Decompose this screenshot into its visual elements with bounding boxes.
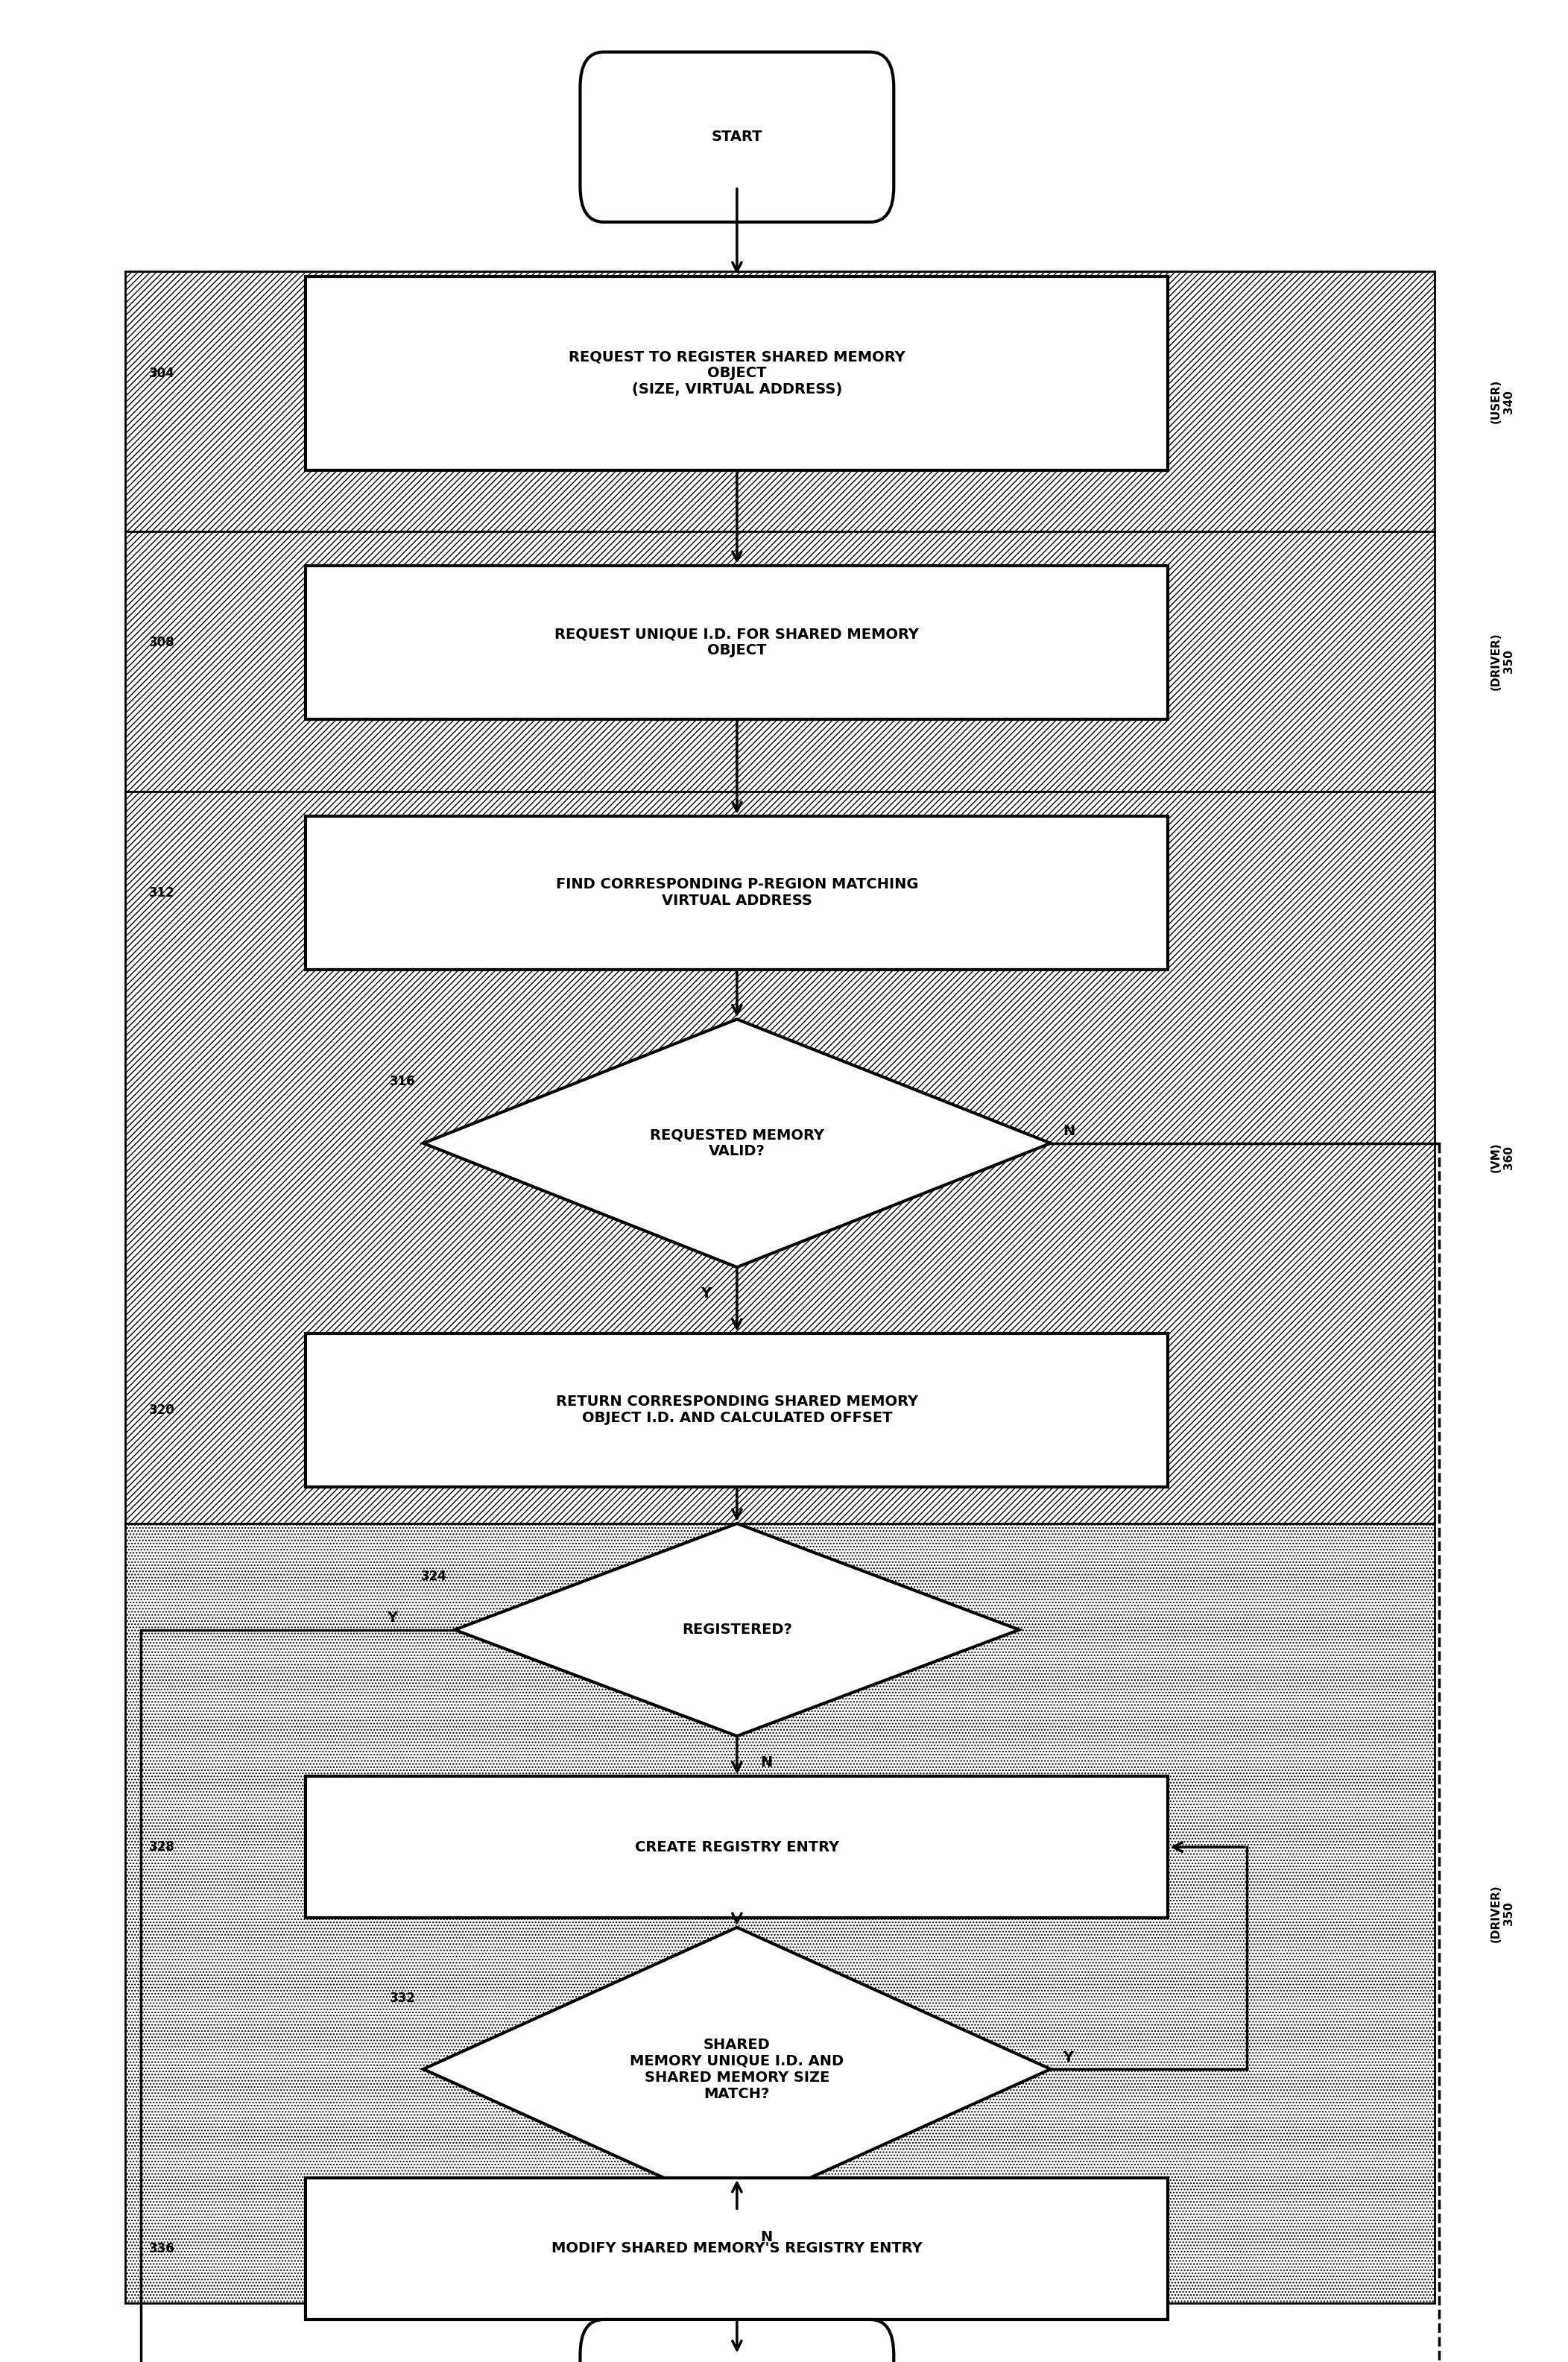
Text: N: N bbox=[760, 1755, 773, 1769]
Bar bbox=[125, 531, 1435, 791]
Text: 312: 312 bbox=[149, 886, 176, 900]
Text: FIND CORRESPONDING P-REGION MATCHING
VIRTUAL ADDRESS: FIND CORRESPONDING P-REGION MATCHING VIR… bbox=[555, 879, 919, 907]
Text: REQUEST UNIQUE I.D. FOR SHARED MEMORY
OBJECT: REQUEST UNIQUE I.D. FOR SHARED MEMORY OB… bbox=[555, 628, 919, 657]
Text: 328: 328 bbox=[149, 1840, 176, 1854]
Text: 320: 320 bbox=[149, 1403, 176, 1417]
Polygon shape bbox=[423, 1927, 1051, 2211]
Bar bbox=[125, 791, 1435, 1523]
Text: Y: Y bbox=[701, 1285, 710, 1299]
FancyBboxPatch shape bbox=[580, 52, 894, 222]
Text: N: N bbox=[1063, 1124, 1076, 1138]
Text: REQUEST TO REGISTER SHARED MEMORY
OBJECT
(SIZE, VIRTUAL ADDRESS): REQUEST TO REGISTER SHARED MEMORY OBJECT… bbox=[569, 350, 905, 397]
Text: 332: 332 bbox=[389, 1991, 416, 2005]
Text: 336: 336 bbox=[149, 2242, 176, 2256]
Polygon shape bbox=[423, 1018, 1051, 1266]
Bar bbox=[306, 567, 1168, 718]
Text: CREATE REGISTRY ENTRY: CREATE REGISTRY ENTRY bbox=[635, 1840, 839, 1854]
Bar bbox=[306, 276, 1168, 470]
Text: REGISTERED?: REGISTERED? bbox=[682, 1623, 792, 1637]
Text: 316: 316 bbox=[390, 1075, 416, 1089]
Text: (VM)
360: (VM) 360 bbox=[1490, 1143, 1515, 1172]
Text: Y: Y bbox=[387, 1611, 397, 1625]
Text: (DRIVER)
350: (DRIVER) 350 bbox=[1490, 633, 1515, 690]
Bar bbox=[125, 272, 1435, 531]
Text: SHARED
MEMORY UNIQUE I.D. AND
SHARED MEMORY SIZE
MATCH?: SHARED MEMORY UNIQUE I.D. AND SHARED MEM… bbox=[630, 2038, 844, 2100]
Text: Y: Y bbox=[1063, 2050, 1074, 2064]
Text: RETURN CORRESPONDING SHARED MEMORY
OBJECT I.D. AND CALCULATED OFFSET: RETURN CORRESPONDING SHARED MEMORY OBJEC… bbox=[555, 1396, 919, 1424]
Bar bbox=[306, 815, 1168, 968]
Text: 304: 304 bbox=[149, 366, 176, 380]
Text: (USER)
340: (USER) 340 bbox=[1490, 380, 1515, 423]
Polygon shape bbox=[455, 1523, 1019, 1736]
Bar bbox=[306, 1776, 1168, 1918]
Text: START: START bbox=[712, 130, 762, 144]
Text: N: N bbox=[760, 2230, 773, 2244]
Bar bbox=[125, 1523, 1435, 2303]
FancyBboxPatch shape bbox=[580, 2319, 894, 2362]
Text: 324: 324 bbox=[420, 1571, 447, 1583]
Text: (DRIVER)
350: (DRIVER) 350 bbox=[1490, 1885, 1515, 1942]
Text: MODIFY SHARED MEMORY'S REGISTRY ENTRY: MODIFY SHARED MEMORY'S REGISTRY ENTRY bbox=[552, 2242, 922, 2256]
Text: 308: 308 bbox=[149, 635, 174, 650]
Bar bbox=[306, 1332, 1168, 1488]
Text: REQUESTED MEMORY
VALID?: REQUESTED MEMORY VALID? bbox=[649, 1129, 825, 1157]
Bar bbox=[306, 2178, 1168, 2319]
